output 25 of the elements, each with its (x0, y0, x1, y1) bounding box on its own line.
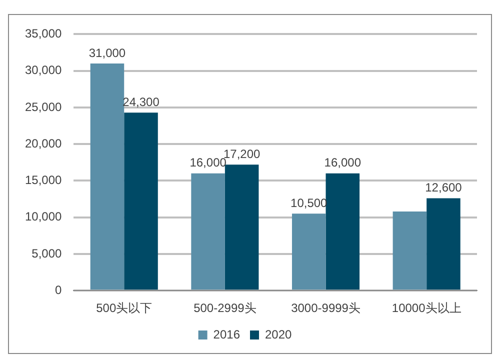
y-tick-label: 15,000 (25, 173, 62, 188)
bar (392, 211, 427, 290)
y-tick-label: 30,000 (25, 63, 62, 78)
y-tick-label: 35,000 (25, 26, 62, 41)
legend-label: 2016 (213, 327, 240, 342)
y-tick-label: 25,000 (25, 100, 62, 114)
bar (426, 198, 460, 290)
x-tick-label: 500头以下 (96, 301, 152, 316)
x-tick-label: 500-2999头 (194, 301, 256, 316)
x-tick-label: 3000-9999头 (291, 301, 360, 316)
y-tick-label: 20,000 (25, 136, 62, 150)
bar (292, 214, 326, 290)
bar (191, 173, 225, 290)
y-tick-label: 10,000 (25, 210, 62, 224)
bar (326, 173, 360, 290)
y-tick-label: 0 (55, 282, 62, 297)
data-label: 16,000 (324, 156, 362, 170)
y-tick-label: 5,000 (32, 246, 62, 260)
data-label: 31,000 (88, 46, 126, 60)
data-label: 12,600 (425, 180, 462, 195)
bar (90, 64, 124, 290)
bar (124, 112, 158, 290)
legend-label: 2020 (265, 327, 292, 342)
x-tick-label: 10000头以上 (392, 301, 462, 316)
bar (224, 164, 259, 290)
